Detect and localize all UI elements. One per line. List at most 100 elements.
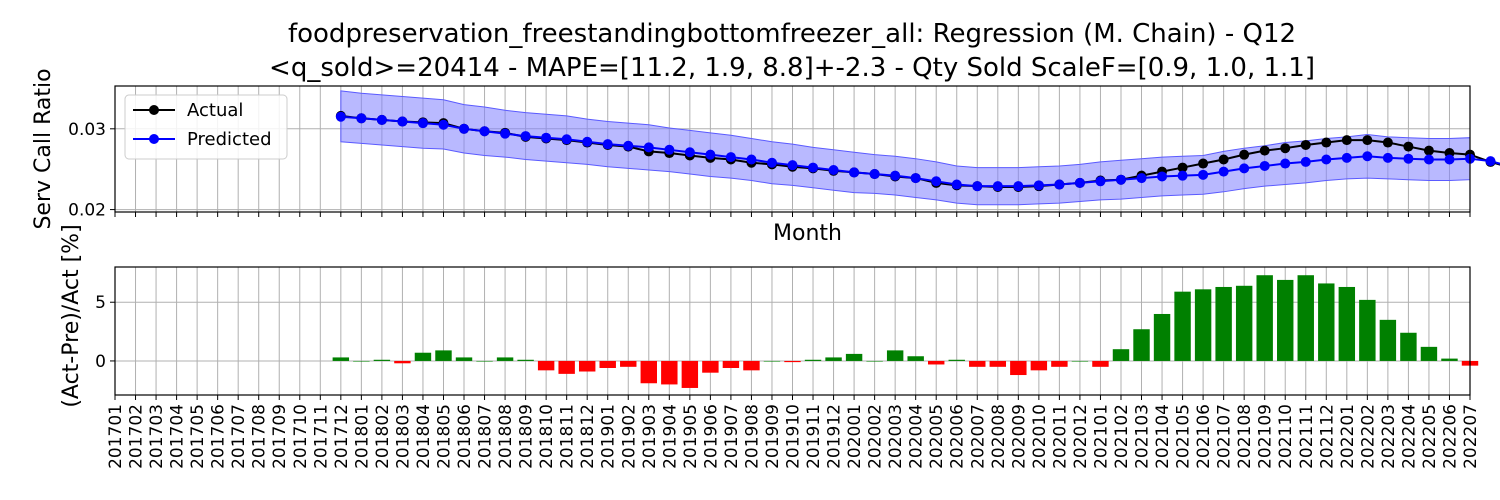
predicted-line [340, 115, 1500, 188]
error-bar [1235, 285, 1253, 361]
x-tick-label: 201809 [517, 404, 537, 469]
error-bar [722, 360, 740, 368]
error-bar [353, 360, 370, 362]
error-bar [1379, 319, 1397, 361]
error-bar [1112, 349, 1130, 361]
error-bar [1092, 360, 1109, 367]
predicted-point [602, 139, 613, 150]
x-tick-label: 201711 [311, 404, 331, 469]
predicted-point [869, 169, 880, 180]
x-tick-label: 202105 [1174, 404, 1194, 469]
x-tick-label: 202104 [1153, 404, 1173, 469]
top-series-points [335, 110, 1496, 192]
chart-subtitle: <q_sold>=20414 - MAPE=[11.2, 1.9, 8.8]+-… [269, 53, 1315, 83]
x-tick-label: 201804 [414, 404, 434, 469]
error-bar [496, 357, 514, 361]
error-bar [455, 357, 473, 361]
error-bar [1153, 313, 1171, 361]
actual-point [1403, 141, 1414, 152]
x-tick-label: 201709 [270, 404, 290, 469]
x-tick-label: 201808 [496, 404, 516, 469]
x-tick-label: 202106 [1194, 404, 1214, 469]
predicted-point [1321, 154, 1332, 165]
predicted-point [972, 181, 983, 192]
actual-point [1341, 135, 1352, 146]
error-bar [620, 360, 637, 367]
actual-point [1177, 162, 1188, 173]
x-tick-label: 202101 [1091, 404, 1111, 469]
x-tick-label: 202004 [907, 404, 927, 469]
error-bar [1051, 360, 1068, 367]
top-x-axis-label: Month [773, 221, 842, 246]
x-tick-label: 202011 [1050, 404, 1070, 469]
error-bar [681, 360, 699, 388]
predicted-point [1300, 156, 1311, 167]
x-tick-label: 202207 [1461, 404, 1481, 469]
x-tick-label: 201902 [619, 404, 639, 469]
x-tick-label: 202102 [1112, 404, 1132, 469]
error-bar [476, 360, 493, 362]
predicted-point [376, 114, 387, 125]
x-tick-label: 202107 [1215, 404, 1235, 469]
x-tick-label: 201908 [742, 404, 762, 469]
x-tick-label: 201801 [352, 404, 372, 469]
x-tick-label: 202206 [1440, 404, 1460, 469]
error-bar [1215, 286, 1232, 361]
error-bar [578, 360, 596, 372]
error-bar [599, 360, 616, 368]
predicted-point [438, 119, 449, 130]
predicted-point [1280, 158, 1291, 169]
error-bar [435, 350, 452, 361]
x-tick-label: 202103 [1133, 404, 1153, 469]
x-tick-label: 201910 [784, 404, 804, 469]
x-tick-label: 202205 [1420, 404, 1440, 469]
x-tick-label: 202005 [927, 404, 947, 469]
error-bar [1297, 275, 1314, 361]
actual-point [1280, 143, 1291, 154]
error-bar [866, 360, 883, 362]
x-tick-label: 202012 [1071, 404, 1091, 469]
x-tick-label: 202010 [1030, 404, 1050, 469]
x-tick-label: 201802 [373, 404, 393, 469]
x-tick-label: 201907 [722, 404, 742, 469]
predicted-point [828, 165, 839, 175]
error-bar [640, 360, 657, 384]
x-tick-label: 202006 [948, 404, 968, 469]
x-tick-label: 201701 [106, 404, 126, 469]
error-bar [1071, 360, 1089, 362]
predicted-point [684, 147, 695, 158]
predicted-point [725, 152, 736, 163]
error-bar [1133, 329, 1150, 361]
predicted-point [992, 181, 1003, 192]
x-tick-label: 201705 [188, 404, 208, 469]
x-tick-label: 202008 [989, 404, 1009, 469]
top-y-tick-label: 0.02 [68, 201, 106, 221]
bottom-plot-frame [114, 266, 1471, 396]
actual-point [1300, 139, 1311, 150]
x-tick-label: 202009 [1009, 404, 1029, 469]
predicted-point [397, 116, 408, 127]
error-bar [702, 360, 719, 373]
predicted-point [1423, 154, 1434, 165]
bottom-y-ticks: 05 [95, 293, 115, 372]
x-tick-label: 202112 [1317, 404, 1337, 469]
predicted-point [1198, 169, 1209, 180]
bottom-x-ticks: 201701 201702 201703 201704 201705 201706 2017… [106, 395, 1481, 469]
predicted-point [541, 132, 552, 143]
error-bar [886, 350, 904, 361]
predicted-point [1074, 177, 1085, 188]
x-tick-label: 202007 [968, 404, 988, 469]
error-bar [763, 360, 781, 362]
error-bar [989, 360, 1007, 367]
actual-point [1382, 137, 1393, 148]
x-tick-label: 201803 [393, 404, 413, 469]
error-bar [948, 359, 965, 361]
error-bar [969, 360, 986, 367]
bottom-y-axis-label: (Act-Pre)/Act [%] [59, 224, 84, 407]
predicted-point [1444, 154, 1455, 165]
error-bar [845, 353, 863, 361]
bottom-panel: 05 201701 201702 201703 201704 201705 201706 2… [59, 224, 1481, 469]
predicted-point [417, 118, 428, 129]
error-bar [1194, 289, 1212, 361]
